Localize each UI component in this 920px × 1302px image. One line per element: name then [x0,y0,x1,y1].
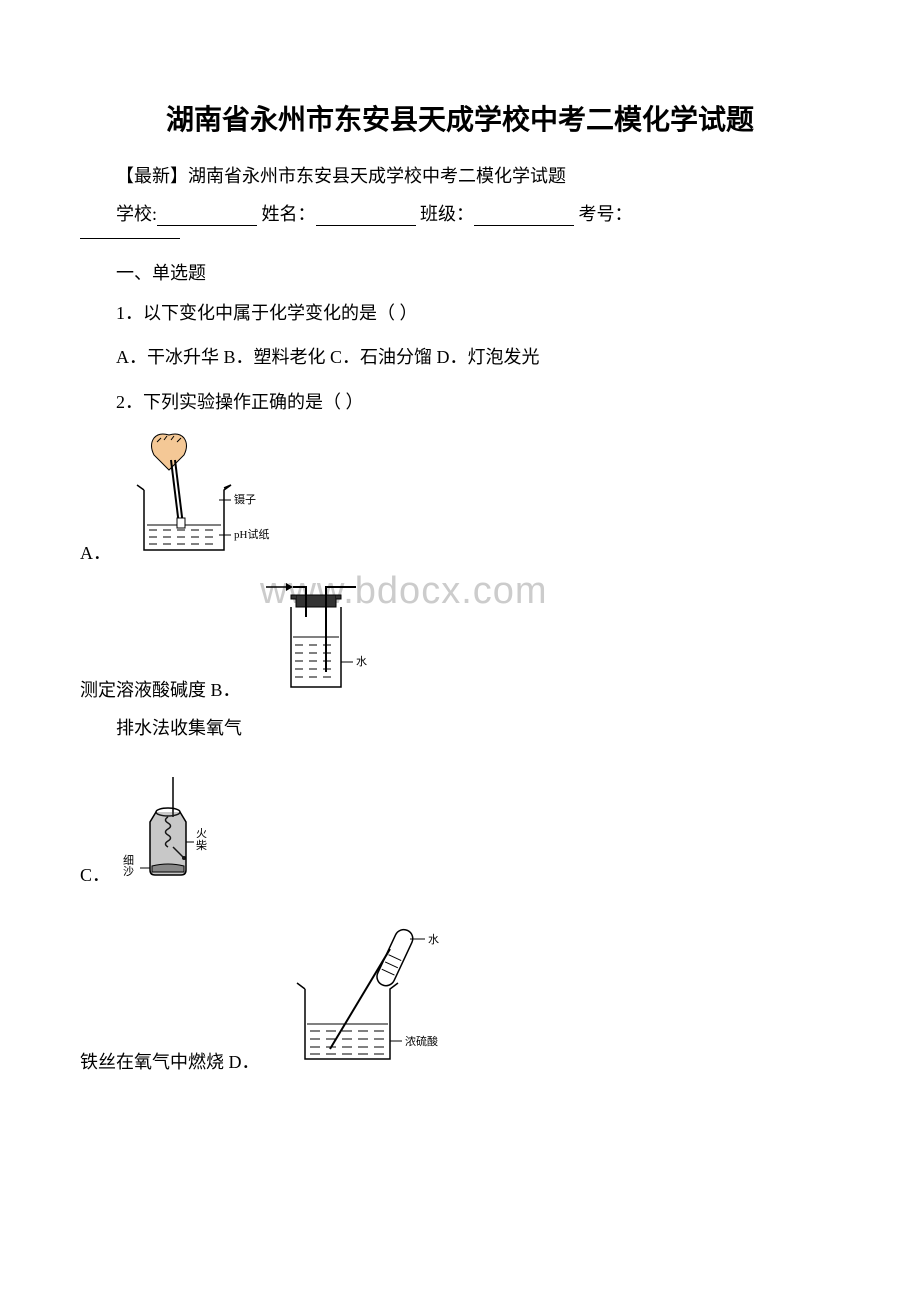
page-title: 湖南省永州市东安县天成学校中考二模化学试题 [80,100,840,142]
svg-text:水: 水 [356,655,367,668]
svg-text:镊子: 镊子 [234,493,256,506]
option-b-text: 排水法收集氧气 [80,714,840,740]
option-a-label: A． [80,539,111,565]
figure-b: 水 [261,577,391,702]
svg-text:浓硫酸: 浓硫酸 [405,1034,438,1048]
option-c-text: 铁丝在氧气中燃烧 D． [80,1048,260,1074]
form-line: 学校: 姓名： 班级： 考号： [80,200,840,226]
section-heading: 一、单选题 [80,259,840,285]
figure-d: 水 浓硫酸 [280,919,460,1074]
option-a-text: 测定溶液酸碱度 B． [80,676,241,702]
svg-text:水: 水 [428,933,439,946]
figure-c: 细 沙 火 柴 [118,772,238,887]
q2-option-c: C． 细 沙 火 柴 [80,772,840,887]
name-label: 姓名： [262,204,316,224]
q2-option-c-text-d: 铁丝在氧气中燃烧 D． 水 [80,919,840,1074]
school-blank [157,204,257,226]
q2-stem: 2．下列实验操作正确的是（ ） [80,386,840,418]
svg-text:沙: 沙 [123,865,134,878]
name-blank [316,204,416,226]
q1-options: A．干冰升华 B．塑料老化 C．石油分馏 D．灯泡发光 [80,341,840,373]
q1-stem: 1．以下变化中属于化学变化的是（ ） [80,297,840,329]
q2-option-a: A． 镊子 pH试纸 [80,430,840,565]
class-blank [474,204,574,226]
subtitle: 【最新】湖南省永州市东安县天成学校中考二模化学试题 [80,162,840,188]
figure-a: 镊子 pH试纸 [119,430,289,565]
examno-blank [80,238,180,239]
svg-text:火: 火 [196,828,207,840]
svg-text:柴: 柴 [196,838,207,852]
q2-option-a-text-b: 测定溶液酸碱度 B． [80,577,840,702]
school-label: 学校: [116,204,157,224]
svg-text:pH试纸: pH试纸 [234,528,269,541]
option-c-label: C． [80,861,110,887]
class-label: 班级： [420,204,474,224]
examno-label: 考号： [579,204,633,224]
document-content: 湖南省永州市东安县天成学校中考二模化学试题 【最新】湖南省永州市东安县天成学校中… [80,100,840,1074]
